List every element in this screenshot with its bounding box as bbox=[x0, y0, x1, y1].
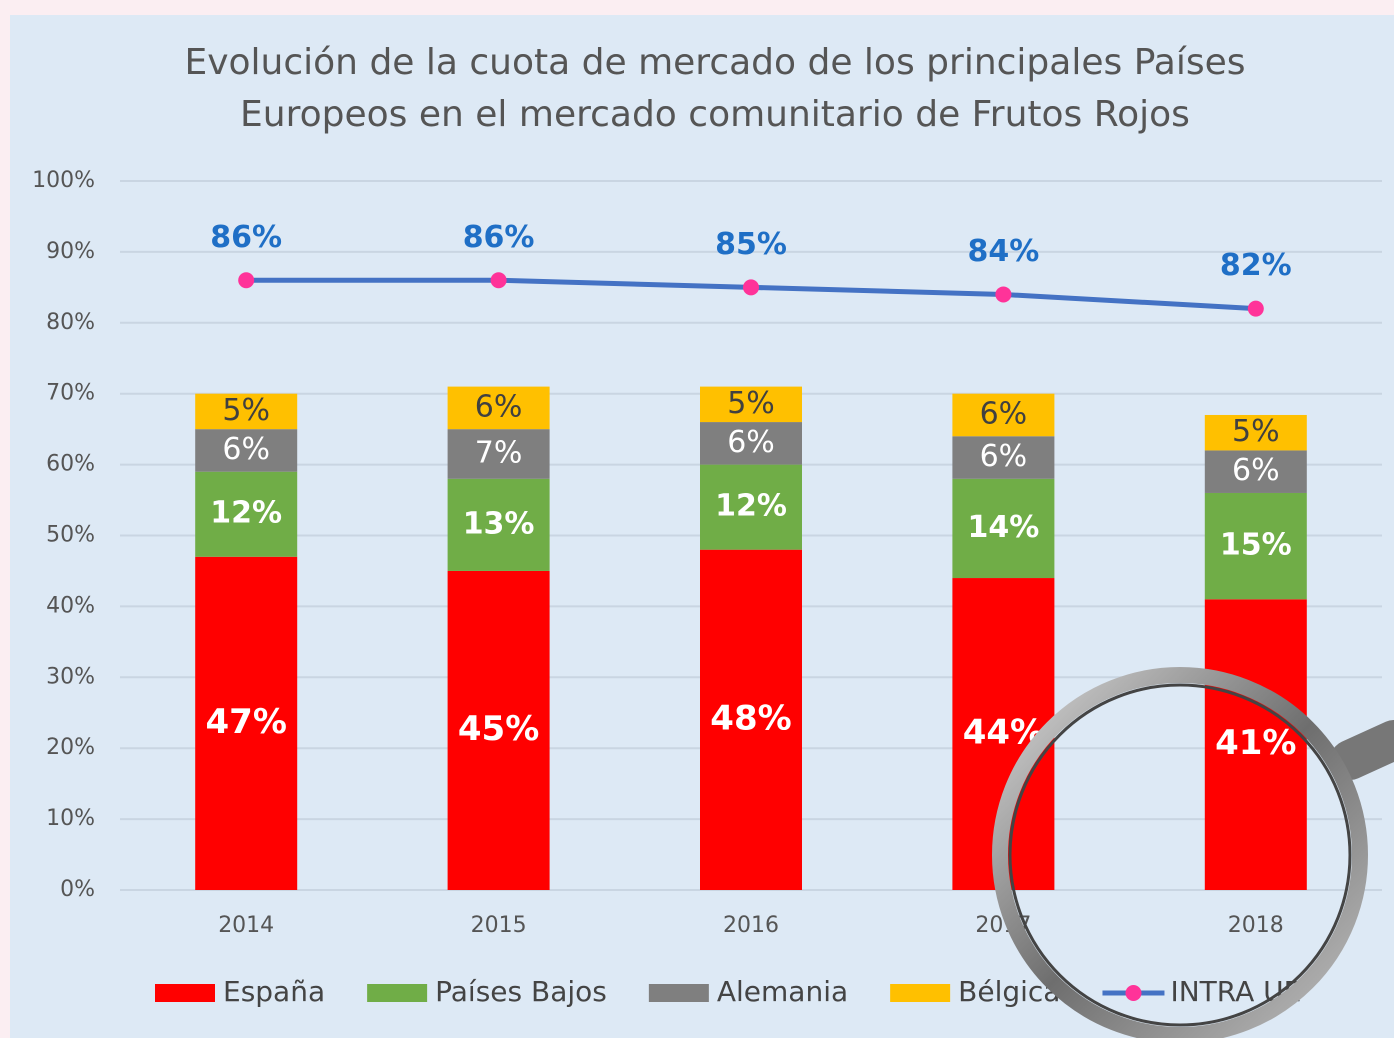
marker bbox=[743, 279, 759, 295]
data-label: 82% bbox=[1220, 248, 1292, 283]
data-label: 7% bbox=[475, 435, 523, 470]
y-tick-label: 70% bbox=[46, 381, 95, 406]
y-tick-label: 0% bbox=[60, 877, 95, 902]
marker bbox=[238, 272, 254, 288]
data-label: 86% bbox=[463, 220, 535, 255]
data-label: 48% bbox=[710, 698, 791, 738]
data-label: 47% bbox=[206, 702, 287, 742]
legend-marker bbox=[1125, 985, 1141, 1001]
data-label: 45% bbox=[458, 709, 539, 749]
legend-label: España bbox=[223, 975, 325, 1008]
marker bbox=[491, 272, 507, 288]
data-label: 6% bbox=[222, 432, 270, 467]
x-tick-label: 2018 bbox=[1228, 913, 1284, 938]
data-label: 15% bbox=[1220, 528, 1292, 563]
y-tick-label: 40% bbox=[46, 593, 95, 618]
data-label: 6% bbox=[980, 396, 1028, 431]
data-label: 5% bbox=[222, 393, 270, 428]
x-tick-label: 2016 bbox=[723, 913, 779, 938]
legend-label: Alemania bbox=[717, 975, 848, 1008]
data-label: 12% bbox=[715, 489, 787, 524]
data-label: 14% bbox=[967, 510, 1039, 545]
y-tick-label: 100% bbox=[32, 168, 95, 193]
x-tick-label: 2015 bbox=[471, 913, 527, 938]
y-tick-label: 90% bbox=[46, 239, 95, 264]
data-label: 6% bbox=[1232, 453, 1280, 488]
marker bbox=[995, 286, 1011, 302]
legend-swatch bbox=[367, 984, 427, 1002]
chart-title: Evolución de la cuota de mercado de los … bbox=[184, 42, 1245, 83]
legend-swatch bbox=[649, 984, 709, 1002]
legend-label: Países Bajos bbox=[435, 975, 607, 1008]
data-label: 12% bbox=[210, 496, 282, 531]
data-label: 84% bbox=[967, 234, 1039, 269]
chart: Evolución de la cuota de mercado de los … bbox=[0, 0, 1394, 1038]
data-label: 85% bbox=[715, 227, 787, 262]
data-label: 6% bbox=[475, 389, 523, 424]
data-label: 13% bbox=[463, 506, 535, 541]
y-tick-label: 80% bbox=[46, 310, 95, 335]
y-tick-label: 60% bbox=[46, 452, 95, 477]
data-label: 86% bbox=[210, 220, 282, 255]
data-label: 5% bbox=[1232, 414, 1280, 449]
x-tick-label: 2014 bbox=[218, 913, 274, 938]
data-label: 5% bbox=[727, 386, 775, 421]
data-label: 6% bbox=[980, 439, 1028, 474]
data-label: 41% bbox=[1215, 723, 1296, 763]
marker bbox=[1248, 301, 1264, 317]
y-tick-label: 50% bbox=[46, 523, 95, 548]
y-tick-label: 10% bbox=[46, 806, 95, 831]
chart-title: Europeos en el mercado comunitario de Fr… bbox=[240, 94, 1190, 135]
y-tick-label: 20% bbox=[46, 735, 95, 760]
legend-swatch bbox=[155, 984, 215, 1002]
page: {"chart_data": { "type": "bar", "stacked… bbox=[0, 0, 1394, 1038]
y-tick-label: 30% bbox=[46, 664, 95, 689]
legend-swatch bbox=[890, 984, 950, 1002]
data-label: 6% bbox=[727, 425, 775, 460]
